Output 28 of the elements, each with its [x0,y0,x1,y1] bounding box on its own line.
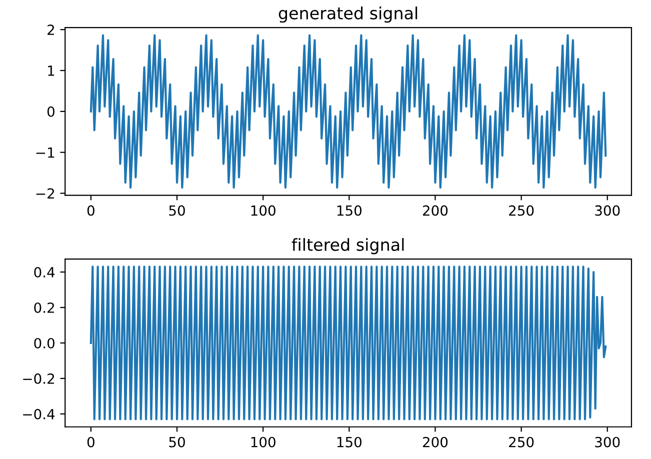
x-tick-label: 50 [169,436,185,448]
y-tick-label: 0.4 [34,267,55,278]
x-tick-label: 250 [509,436,534,448]
y-tick-label: −0.4 [23,408,55,420]
y-tick-label: −1 [36,148,54,158]
x-tick-label: 300 [595,205,620,216]
y-tick-label: −2 [36,188,54,199]
x-tick-label: 200 [422,436,448,448]
x-tick-label: 50 [169,205,185,216]
chart-title: filtered signal [292,238,404,254]
line-series [90,34,607,189]
y-tick-label: 0 [47,106,54,117]
y-tick-label: 2 [48,24,54,35]
x-tick-label: 100 [251,436,276,448]
y-tick-label: 1 [48,66,54,76]
x-tick-label: 200 [422,205,448,216]
x-tick-label: 0 [87,205,94,216]
x-tick-label: 250 [509,205,534,216]
y-tick-label: 0.2 [34,302,54,313]
y-tick-label: −0.2 [23,373,54,384]
x-tick-label: 300 [595,436,620,448]
x-tick-label: 0 [87,436,94,448]
y-tick-label: 0.0 [34,338,54,348]
x-tick-label: 100 [251,205,276,216]
chart-title: generated signal [278,6,418,23]
line-series [90,266,607,420]
x-tick-label: 150 [337,205,362,216]
x-tick-label: 150 [337,436,362,448]
